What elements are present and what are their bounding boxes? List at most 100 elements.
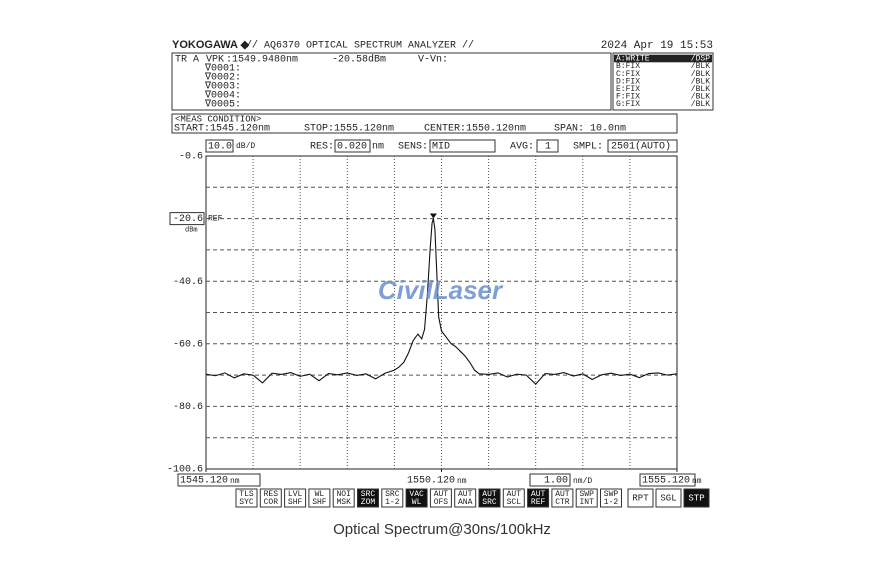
soft-key-bottom: REF xyxy=(531,498,546,507)
sens: MID xyxy=(432,142,450,153)
run-key-label: RPT xyxy=(632,493,649,503)
run-key xyxy=(683,488,710,508)
soft-key-top: LVL xyxy=(288,490,303,499)
trace-mode: /BLK xyxy=(691,85,710,94)
meas-panel xyxy=(171,113,678,134)
smpl-box xyxy=(607,139,678,153)
res-box xyxy=(334,139,371,153)
soft-key-bottom: 1-2 xyxy=(604,498,619,507)
y-tick-label: -100.6 xyxy=(167,465,203,476)
soft-key-top: WL xyxy=(315,490,325,499)
marker-wavelength: :1549.9480nm xyxy=(226,55,298,66)
x-unit: nm xyxy=(230,477,240,486)
res-label: RES: xyxy=(310,142,334,153)
soft-key-bottom: SHF xyxy=(312,498,327,507)
soft-key-bottom: SHF xyxy=(288,498,303,507)
soft-key-bottom: SYC xyxy=(239,498,254,507)
soft-key-bottom: OFS xyxy=(434,498,449,507)
soft-key-top: AUT xyxy=(458,490,473,499)
run-key-label: STP xyxy=(688,493,704,503)
xdiv-unit: nm/D xyxy=(573,477,592,486)
soft-key xyxy=(357,488,379,508)
soft-key-bottom: SCL xyxy=(507,498,522,507)
x-tick-label: 1550.120 xyxy=(407,476,455,487)
soft-key-top: SRC xyxy=(385,490,400,499)
soft-key-bottom: WL xyxy=(412,498,422,507)
xdiv-box xyxy=(529,473,571,487)
trace-label: TR A xyxy=(175,55,199,66)
meas-center: CENTER:1550.120nm xyxy=(424,124,526,135)
y-tick-label: -20.6 xyxy=(173,214,203,225)
x-tick-label: 1555.120 xyxy=(642,476,690,487)
y-tick-label: -40.6 xyxy=(173,277,203,288)
trace-name: E:FIX xyxy=(616,85,640,94)
x-unit: nm xyxy=(692,477,702,486)
ydiv-unit: dB/D xyxy=(236,142,255,151)
trace-name: B:FIX xyxy=(616,62,640,71)
marker-row: ∇0001: xyxy=(204,64,241,75)
x-unit: nm xyxy=(457,477,467,486)
watermark: CivilLaser xyxy=(378,275,504,305)
x-tick-box xyxy=(177,473,261,487)
trace-mode: /BLK xyxy=(691,70,710,79)
soft-key xyxy=(454,488,477,508)
marker-row: ∇0002: xyxy=(204,73,241,84)
avg-label: AVG: xyxy=(510,142,534,153)
res: 0.020 xyxy=(337,142,367,153)
soft-key xyxy=(527,488,550,508)
x-tick-label: 1545.120 xyxy=(180,476,228,487)
marker-row: ∇0004: xyxy=(204,91,241,102)
peak-marker xyxy=(429,213,437,219)
trace-mode: /BLK xyxy=(691,93,710,102)
soft-key xyxy=(502,488,525,508)
sens-label: SENS: xyxy=(398,142,428,153)
marker-label: VPK xyxy=(206,55,224,66)
run-key xyxy=(655,488,682,508)
soft-key xyxy=(551,488,574,508)
ydiv: 10.0 xyxy=(208,142,232,153)
soft-key-top: VAC xyxy=(409,490,424,499)
soft-key-bottom: SRC xyxy=(482,498,497,507)
avg: 1 xyxy=(545,142,551,153)
soft-key-bottom: INT xyxy=(579,498,594,507)
soft-key xyxy=(429,488,452,508)
soft-key-bottom: 1-2 xyxy=(385,498,400,507)
soft-key-top: AUT xyxy=(482,490,497,499)
soft-key xyxy=(308,488,331,508)
brand: YOKOGAWA ◆ xyxy=(172,39,250,51)
trace-mode: /BLK xyxy=(691,62,710,71)
trace-name: A:WRITE xyxy=(616,55,650,64)
marker-panel xyxy=(171,52,612,111)
soft-key-top: SRC xyxy=(361,490,376,499)
run-key-label: SGL xyxy=(660,493,676,503)
soft-key-top: TLS xyxy=(239,490,254,499)
marker-level: -20.58dBm xyxy=(332,54,386,66)
trace-name: C:FIX xyxy=(616,70,640,79)
soft-key xyxy=(235,488,258,508)
y-tick-label: -0.6 xyxy=(179,152,203,163)
meas-span: SPAN: 10.0nm xyxy=(554,124,626,135)
soft-key xyxy=(405,488,428,508)
trace-name: F:FIX xyxy=(616,93,640,102)
caption: Optical Spectrum@30ns/100kHz xyxy=(333,521,551,538)
soft-key xyxy=(332,488,355,508)
ref-box xyxy=(169,212,205,226)
soft-key-top: AUT xyxy=(555,490,570,499)
soft-key-top: NOI xyxy=(336,490,350,499)
model: // AQ6370 OPTICAL SPECTRUM ANALYZER // xyxy=(246,40,474,52)
trace-mode: /BLK xyxy=(691,77,710,86)
datetime: 2024 Apr 19 15:53 xyxy=(601,40,713,52)
trace-mode: /BLK xyxy=(691,100,710,109)
meas-stop: STOP:1555.120nm xyxy=(304,124,394,135)
smpl: 2501(AUTO) xyxy=(611,141,671,153)
trace-name: D:FIX xyxy=(616,77,640,86)
soft-key-top: AUT xyxy=(531,490,546,499)
trace-name: G:FIX xyxy=(616,100,640,109)
y-tick-label: -60.6 xyxy=(173,339,203,350)
soft-key-top: AUT xyxy=(434,490,449,499)
res-unit: nm xyxy=(372,142,384,153)
trace-mode: /DSP xyxy=(691,55,710,64)
marker-delta: V-Vn: xyxy=(418,55,448,66)
soft-key-top: AUT xyxy=(507,490,522,499)
